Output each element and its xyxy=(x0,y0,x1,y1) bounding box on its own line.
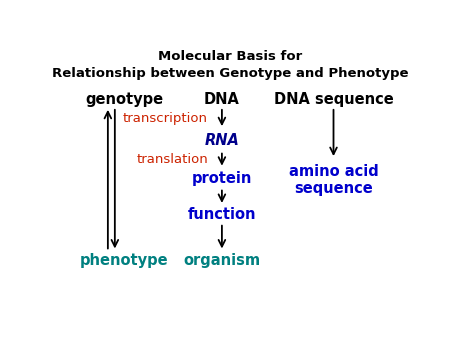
Text: function: function xyxy=(188,208,256,222)
Text: transcription: transcription xyxy=(123,112,208,125)
Text: RNA: RNA xyxy=(204,133,239,148)
Text: DNA: DNA xyxy=(204,92,240,106)
Text: translation: translation xyxy=(136,153,208,166)
Text: amino acid
sequence: amino acid sequence xyxy=(288,164,378,196)
Text: genotype: genotype xyxy=(85,92,163,106)
Text: protein: protein xyxy=(192,171,252,186)
Text: phenotype: phenotype xyxy=(80,253,169,268)
Text: Molecular Basis for
Relationship between Genotype and Phenotype: Molecular Basis for Relationship between… xyxy=(52,50,409,80)
Text: organism: organism xyxy=(183,253,261,268)
Text: DNA sequence: DNA sequence xyxy=(274,92,393,106)
